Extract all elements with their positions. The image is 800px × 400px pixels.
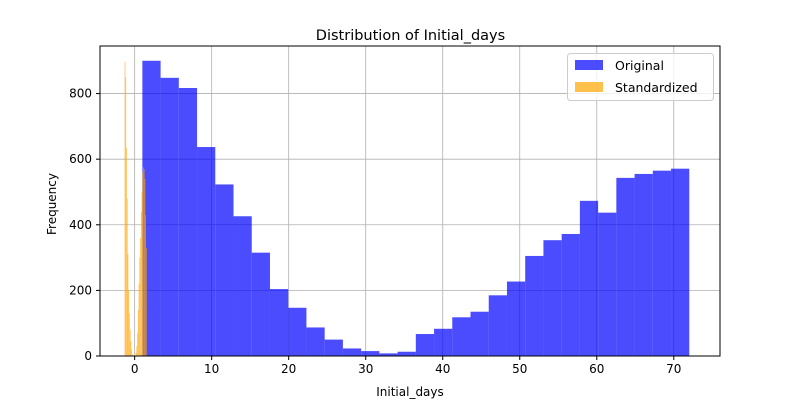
bar-original [616,177,635,356]
bar-original [579,200,599,356]
bar-original [488,295,507,356]
bar-original [306,327,325,356]
bar-original [342,348,362,356]
series-standardized [124,61,147,356]
bar-original [397,351,416,356]
chart-title: Distribution of Initial_days [316,28,505,44]
bar-original [415,334,435,356]
legend: Original Standardized [567,53,714,101]
legend-swatch-standardized [575,82,603,92]
bar-original [543,240,562,356]
y-tick-label: 600 [69,152,92,166]
series-original [142,60,690,357]
bar-original [506,281,526,356]
bar-standardized [135,352,137,356]
bar-original [598,212,617,356]
bar-original [251,252,270,356]
bar-original [634,173,653,356]
bar-standardized [145,214,147,356]
bar-original [233,216,252,356]
bar-standardized [140,237,141,356]
bar-standardized [127,254,129,356]
y-tick-label: 0 [84,349,92,363]
bar-standardized [143,167,144,356]
bar-standardized [131,349,133,356]
bar-standardized [128,290,130,356]
y-axis-label: Frequency [45,173,59,235]
legend-label-original: Original [615,58,664,73]
bar-original [379,353,398,356]
x-tick-label: 50 [512,362,527,376]
bar-standardized [144,178,146,356]
bar-standardized [142,172,144,356]
bar-standardized [125,77,127,356]
bar-original [525,255,544,356]
x-tick-label: 0 [131,362,139,376]
bar-standardized [129,313,130,356]
y-tick-label: 800 [69,87,92,101]
x-tick-label: 10 [204,362,219,376]
y-tick-label: 400 [69,218,92,232]
bar-original [288,307,307,356]
bar-standardized [137,310,139,356]
legend-frame [567,53,714,101]
bar-original [452,317,471,356]
bar-standardized [129,329,131,356]
bar-original [652,170,672,356]
bar-original [160,77,179,357]
x-tick-label: 30 [358,362,373,376]
x-tick-label: 20 [281,362,296,376]
x-tick-label: 60 [589,362,604,376]
bar-standardized [136,346,138,356]
bar-original [178,87,198,357]
bar-standardized [140,211,142,356]
bar-standardized [146,247,147,356]
bar-standardized [137,333,138,356]
bar-standardized [126,147,127,356]
bar-original [142,60,161,357]
legend-swatch-original [575,60,603,70]
x-tick-label: 40 [435,362,450,376]
bar-standardized [141,191,143,356]
plot-frame [99,45,721,357]
bar-original [361,351,380,356]
bar-standardized [138,283,140,356]
bar-original [215,184,234,356]
bar-original [434,328,453,356]
bar-standardized [124,61,126,356]
bar-original [671,168,690,356]
bar-standardized [130,341,132,356]
x-axis-label: Initial_days [376,385,444,399]
bar-standardized [139,257,141,356]
histogram-bars [124,60,690,357]
bar-original [324,339,343,356]
axis-ticks: 0 10 20 30 40 50 60 70 0 200 400 600 800 [69,87,681,376]
y-tick-label: 200 [69,283,92,297]
bar-standardized [132,354,133,356]
x-tick-label: 70 [666,362,681,376]
bar-original [470,311,489,356]
bar-original [561,233,580,356]
legend-label-standardized: Standardized [615,80,698,95]
bar-standardized [143,169,145,356]
bar-original [269,289,289,356]
bar-standardized [126,198,128,356]
bar-original [197,147,216,356]
